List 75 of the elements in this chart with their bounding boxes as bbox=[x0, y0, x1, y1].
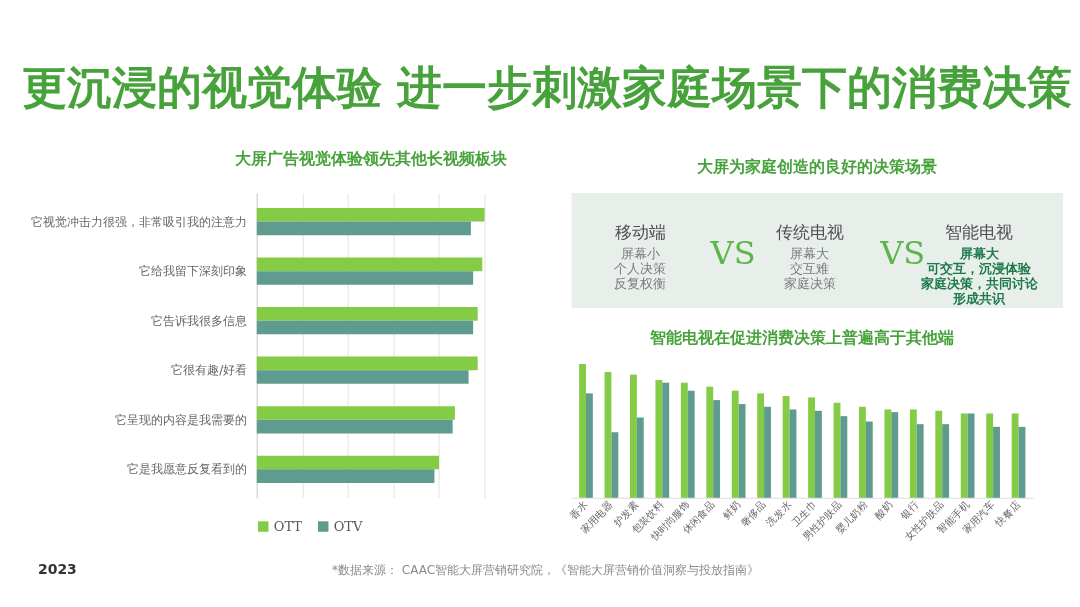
bar bbox=[986, 413, 994, 498]
text: 形成共识 bbox=[952, 290, 1007, 306]
bar bbox=[865, 421, 873, 498]
y-tick-label: 它很有趣/好看 bbox=[171, 363, 248, 378]
bar bbox=[256, 257, 483, 272]
bar bbox=[731, 390, 739, 498]
bar bbox=[256, 271, 474, 285]
bar bbox=[636, 417, 644, 498]
bar bbox=[256, 307, 478, 321]
y-tick-label: 它呈现的内容是我需要的 bbox=[115, 412, 248, 427]
bar bbox=[814, 410, 822, 498]
bar bbox=[935, 410, 943, 498]
y-tick-label: 它给我留下深刻印象 bbox=[139, 264, 248, 279]
text: 屏幕小 bbox=[620, 246, 660, 262]
chart-title: 智能电视在促进消费决策上普遍高于其他端 bbox=[649, 327, 955, 347]
bar bbox=[713, 400, 721, 498]
bar bbox=[884, 409, 892, 498]
text: VS bbox=[879, 234, 926, 273]
bar bbox=[256, 469, 435, 483]
text: 屏幕大 bbox=[790, 246, 830, 262]
y-tick-label: 它是我愿意反复看到的 bbox=[127, 462, 248, 477]
text: 智能电视 bbox=[945, 222, 1014, 243]
bar bbox=[967, 413, 975, 498]
text: 移动端 bbox=[614, 222, 666, 243]
y-tick-label: 它视觉冲击力很强，非常吸引我的注意力 bbox=[31, 214, 248, 229]
bar bbox=[256, 207, 485, 222]
text: VS bbox=[709, 234, 756, 273]
bar bbox=[256, 419, 453, 434]
bar bbox=[993, 426, 1000, 498]
text: 大屏为家庭创造的良好的决策场景 bbox=[697, 157, 938, 177]
bar bbox=[256, 320, 474, 335]
text: 2023 bbox=[37, 560, 77, 577]
bar bbox=[891, 412, 899, 498]
x-tick-label: 快餐店 bbox=[992, 499, 1023, 529]
bar bbox=[256, 406, 455, 420]
bar bbox=[808, 397, 815, 498]
bar bbox=[764, 406, 771, 498]
text: 家庭决策 bbox=[783, 276, 836, 291]
bar bbox=[629, 374, 637, 498]
bar bbox=[909, 409, 917, 498]
bar bbox=[960, 413, 968, 498]
bar bbox=[256, 455, 439, 470]
bar bbox=[738, 404, 746, 498]
bar bbox=[840, 416, 848, 498]
text: 传统电视 bbox=[775, 222, 844, 243]
x-tick-label: 酸奶 bbox=[872, 499, 895, 521]
bar bbox=[782, 396, 790, 498]
chart-subtitle: 大屏广告视觉体验领先其他长视频板块 bbox=[234, 149, 507, 169]
text: 可交互，沉浸体验 bbox=[926, 261, 1033, 277]
bar bbox=[942, 424, 950, 498]
text: 交互难 bbox=[790, 261, 830, 277]
bar bbox=[687, 390, 695, 498]
bar bbox=[916, 424, 924, 498]
text: *数据来源： CAAC智能大屏营销研究院，《智能大屏营销价值洞察与投放指南》 bbox=[331, 562, 759, 577]
chart-title: 更沉浸的视觉体验 进一步刺激家庭场景下的消费决策 bbox=[21, 61, 1073, 115]
text: 家庭决策，共同讨论 bbox=[919, 276, 1039, 291]
bar bbox=[706, 386, 714, 498]
bar bbox=[256, 221, 471, 236]
bar bbox=[680, 382, 688, 498]
bar bbox=[256, 356, 478, 371]
legend-label: OTV bbox=[333, 518, 363, 534]
bar bbox=[662, 382, 670, 498]
bar bbox=[655, 380, 663, 498]
bar bbox=[256, 370, 469, 384]
text: 反复权衡 bbox=[614, 276, 667, 291]
text: 个人决策 bbox=[614, 261, 667, 277]
legend-label: OTT bbox=[273, 518, 303, 534]
bar bbox=[757, 393, 765, 498]
bar bbox=[585, 393, 593, 498]
y-tick-label: 它告诉我很多信息 bbox=[151, 313, 248, 328]
bar bbox=[1011, 413, 1019, 498]
bar bbox=[579, 363, 586, 498]
bar bbox=[611, 432, 619, 498]
text: 屏幕大 bbox=[958, 246, 1000, 262]
bar bbox=[859, 406, 866, 498]
